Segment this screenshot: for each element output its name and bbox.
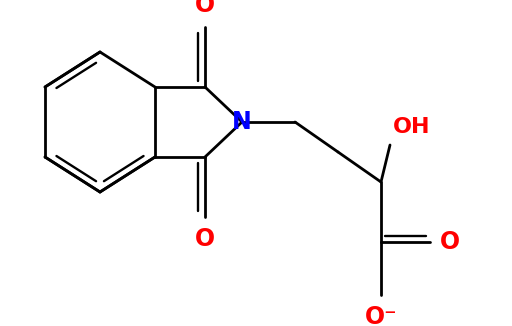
Text: OH: OH [393, 117, 431, 137]
Text: O: O [440, 230, 460, 254]
Text: O⁻: O⁻ [365, 305, 397, 326]
Text: O: O [195, 0, 215, 17]
Text: O: O [195, 227, 215, 251]
Text: N: N [232, 110, 252, 134]
